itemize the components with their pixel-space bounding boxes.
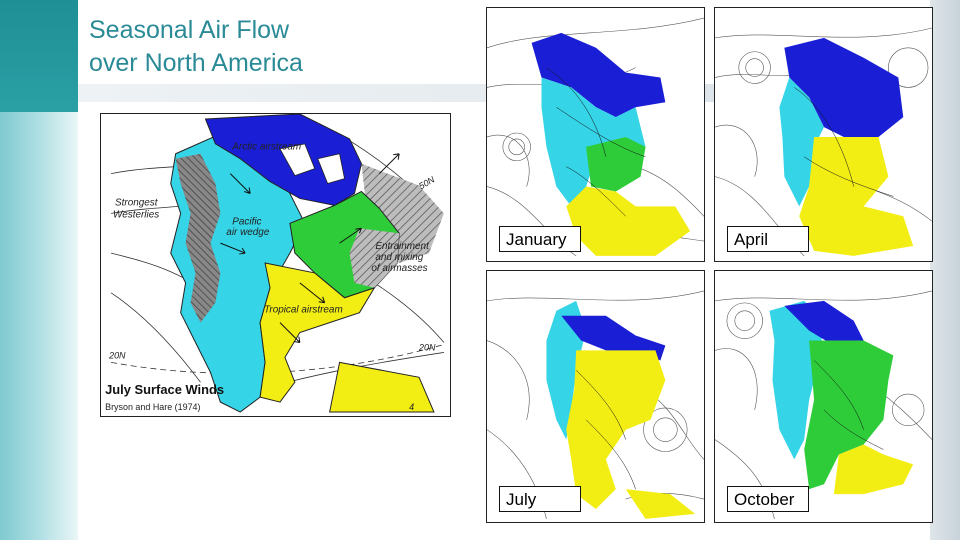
october-label: October — [727, 486, 809, 512]
label-of-airmasses: of airmasses — [371, 263, 427, 274]
label-westerlies: Westerlies — [113, 209, 159, 220]
july-map-svg — [487, 290, 704, 519]
july-surface-winds-map: Arctic airstream Strongest Westerlies Pa… — [100, 113, 451, 417]
january-label: January — [499, 226, 581, 252]
label-lat-50n: 50N — [417, 174, 437, 191]
july-map-heading: July Surface Winds — [105, 382, 224, 397]
april-label: April — [727, 226, 809, 252]
april-map-svg — [715, 27, 932, 257]
october-map: October — [714, 270, 933, 523]
label-and-mixing: and mixing — [375, 252, 423, 263]
decorative-right-strip — [930, 0, 960, 540]
january-map-svg — [487, 17, 704, 257]
july-label: July — [499, 486, 581, 512]
july-wind-arrows — [220, 153, 400, 343]
label-lat-20n-left: 20N — [108, 350, 126, 360]
label-entrainment: Entrainment — [375, 241, 430, 252]
label-air-wedge: air wedge — [226, 227, 270, 238]
october-map-svg — [715, 290, 932, 519]
july-tropical-region — [259, 262, 376, 403]
label-strongest: Strongest — [115, 197, 159, 208]
decorative-left-block — [0, 0, 78, 112]
july-map: July — [486, 270, 705, 523]
january-map: January — [486, 7, 705, 262]
label-deg-4: 4 — [409, 402, 414, 412]
label-pacific: Pacific — [232, 216, 261, 227]
label-lat-20n-right: 20N — [418, 342, 436, 352]
april-map: April — [714, 7, 933, 262]
july-mixing-hatch — [349, 228, 400, 288]
july-westerlies-band — [175, 153, 221, 323]
label-arctic-airstream: Arctic airstream — [231, 142, 301, 153]
july-surface-winds-svg: Arctic airstream Strongest Westerlies Pa… — [105, 114, 445, 413]
label-tropical-airstream: Tropical airstream — [264, 305, 343, 316]
july-map-credit: Bryson and Hare (1974) — [105, 402, 200, 412]
slide-title: Seasonal Air Flow over North America — [89, 16, 303, 77]
